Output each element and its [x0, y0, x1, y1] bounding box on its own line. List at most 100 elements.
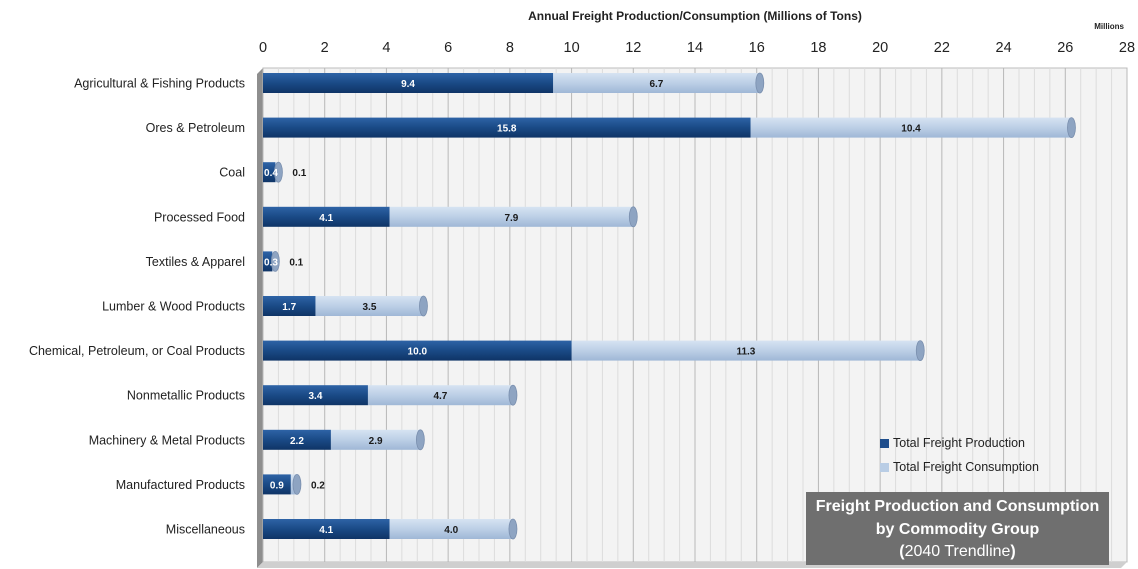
callout-paren-open: (	[899, 543, 905, 560]
callout-paren-close: )	[1010, 543, 1016, 560]
legend-label-consumption: Total Freight Consumption	[893, 460, 1039, 474]
data-label-consumption: 0.2	[311, 480, 325, 491]
bar-production	[263, 385, 368, 406]
category-label: Machinery & Metal Products	[89, 433, 245, 447]
data-label-production: 3.4	[309, 391, 323, 402]
bar-production	[263, 251, 273, 272]
bar-production	[263, 162, 276, 183]
callout-line-3-text: 2040 Trendline	[904, 543, 1011, 560]
x-tick-label: 22	[934, 40, 950, 56]
bar-end-cap	[1067, 117, 1076, 138]
category-label: Coal	[219, 166, 245, 180]
x-tick-label: 2	[321, 40, 329, 56]
legend-item-consumption: Total Freight Consumption	[880, 455, 1039, 479]
bar-consumption	[315, 296, 424, 316]
bar-production	[263, 429, 331, 450]
data-label-production: 10.0	[408, 347, 428, 358]
bar-end-cap	[755, 72, 765, 94]
x-tick-label: 16	[749, 40, 765, 56]
category-label: Lumber & Wood Products	[102, 300, 245, 314]
bar-consumption	[330, 429, 421, 450]
bar-end-cap	[274, 161, 283, 183]
data-label-production: 9.4	[401, 79, 415, 90]
bar-end-cap	[415, 429, 425, 451]
data-label-consumption: 0.1	[292, 168, 306, 179]
x-tick-label: 8	[506, 40, 514, 56]
legend-swatch-consumption	[880, 462, 889, 472]
bar-end-cap	[270, 250, 280, 272]
category-label: Ores & Petroleum	[146, 121, 245, 135]
category-label: Chemical, Petroleum, or Coal Products	[29, 344, 245, 358]
bar-consumption	[553, 73, 760, 93]
bar-end-cap	[915, 340, 925, 362]
unit-label: Millions	[1094, 22, 1124, 31]
data-label-consumption: 2.9	[369, 436, 383, 447]
callout-line-1: Freight Production and Consumption	[815, 498, 1100, 515]
x-tick-label: 10	[564, 40, 580, 56]
bar-production	[263, 296, 316, 316]
x-tick-label: 24	[996, 40, 1012, 56]
data-label-production: 2.2	[290, 436, 304, 447]
category-label: Textiles & Apparel	[146, 255, 245, 269]
category-label: Agricultural & Fishing Products	[74, 77, 245, 91]
data-label-consumption: 4.0	[444, 525, 458, 536]
legend: Total Freight Production Total Freight C…	[880, 431, 1039, 479]
data-label-consumption: 11.3	[736, 347, 755, 358]
x-tick-label: 26	[1057, 40, 1073, 56]
bar-consumption	[750, 117, 1072, 138]
category-label: Processed Food	[154, 210, 245, 224]
data-label-consumption: 10.4	[901, 124, 921, 135]
chart-callout: Freight Production and Consumption by Co…	[806, 492, 1109, 565]
legend-label-production: Total Freight Production	[893, 436, 1026, 450]
data-label-consumption: 6.7	[649, 79, 663, 90]
y-axis-labels: Agricultural & Fishing Products Ores & Pe…	[29, 77, 245, 537]
x-axis-ticks: 0 2 4 6 8 10 12 14 16 18 20 22 24 26 28	[259, 40, 1135, 56]
category-label: Manufactured Products	[116, 478, 245, 492]
callout-line-2: by Commodity Group	[875, 520, 1040, 538]
bar-end-cap	[292, 473, 302, 495]
data-label-production: 0.4	[264, 168, 278, 179]
data-labels: 9.4 6.7 15.8 10.4 0.4 0.1 4.1 7.9 0.3 0.1 1.7 3.5 10…	[264, 79, 921, 536]
category-label: Miscellaneous	[166, 523, 245, 537]
legend-swatch-production	[880, 438, 889, 448]
bar-end-cap	[508, 518, 518, 540]
bar-production	[263, 73, 554, 93]
x-tick-label: 20	[872, 40, 888, 56]
bar-consumption	[571, 340, 921, 361]
plot-side-wall	[257, 68, 263, 568]
bars	[263, 72, 1076, 540]
x-tick-label: 14	[687, 40, 703, 56]
legend-item-production: Total Freight Production	[880, 431, 1039, 455]
bar-production	[263, 474, 291, 495]
category-label: Nonmetallic Products	[127, 389, 245, 403]
data-label-consumption: 4.7	[433, 391, 447, 402]
bar-production	[263, 206, 390, 227]
chart-title: Annual Freight Production/Consumption (M…	[528, 9, 862, 23]
data-label-consumption: 3.5	[363, 302, 377, 313]
bar-end-cap	[628, 206, 638, 228]
data-label-production: 0.9	[270, 480, 284, 491]
bar-production	[263, 519, 390, 539]
bar-consumption	[389, 206, 634, 227]
bar-production	[263, 340, 572, 361]
callout-line-3: (2040 Trendline)	[806, 541, 1109, 564]
data-label-consumption: 7.9	[504, 213, 518, 224]
bar-production	[263, 117, 751, 138]
data-label-production: 15.8	[497, 124, 517, 135]
bar-consumption	[367, 385, 513, 406]
x-tick-label: 4	[382, 40, 390, 56]
x-tick-label: 18	[810, 40, 826, 56]
data-label-production: 4.1	[319, 525, 333, 536]
x-tick-label: 6	[444, 40, 452, 56]
x-tick-label: 12	[625, 40, 641, 56]
bar-consumption	[389, 519, 513, 539]
data-label-consumption: 0.1	[289, 257, 303, 268]
x-tick-label: 28	[1119, 40, 1135, 56]
data-label-production: 1.7	[282, 302, 296, 313]
bar-end-cap	[419, 295, 428, 317]
data-label-production: 0.3	[264, 257, 278, 268]
bar-end-cap	[508, 384, 518, 406]
x-tick-label: 0	[259, 40, 267, 56]
data-label-production: 4.1	[319, 213, 333, 224]
